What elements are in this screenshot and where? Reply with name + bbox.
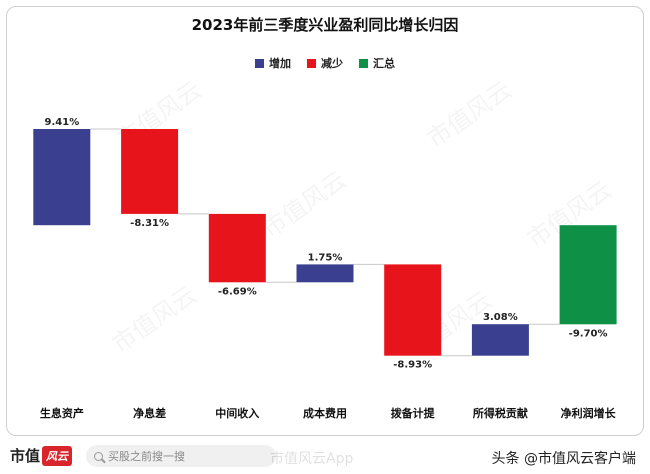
category-tick-label: 净利润增长 xyxy=(561,406,617,420)
search-box[interactable]: 买股之前搜一搜 xyxy=(86,445,276,467)
legend-item-total: 汇总 xyxy=(359,55,395,71)
category-tick-label: 成本费用 xyxy=(303,406,347,420)
search-placeholder: 买股之前搜一搜 xyxy=(108,450,185,463)
waterfall-bar xyxy=(384,264,442,356)
chart-legend: 增加 减少 汇总 xyxy=(0,55,650,71)
category-tick-label: 净息差 xyxy=(133,406,166,420)
waterfall-chart: 9.41%-8.31%-6.69%1.75%-8.93%3.08%-9.70% … xyxy=(33,117,617,420)
category-tick-label: 拨备计提 xyxy=(391,406,436,420)
chart-title: 2023年前三季度兴业盈利同比增长归因 xyxy=(191,16,459,34)
legend-swatch-increase xyxy=(255,58,264,68)
legend-label-total: 汇总 xyxy=(373,57,395,70)
category-tick-label: 生息资产 xyxy=(40,406,84,420)
legend-label-increase: 增加 xyxy=(269,57,291,70)
brand-logo[interactable]: 市值 风云 xyxy=(10,445,73,466)
brand-logo-mark: 风云 xyxy=(42,445,73,466)
category-tick-label: 中间收入 xyxy=(215,406,259,420)
waterfall-bar xyxy=(296,264,354,283)
search-icon xyxy=(94,451,103,461)
category-tick-label: 所得税贡献 xyxy=(473,406,528,420)
bar-value-label: 9.41% xyxy=(45,117,80,128)
waterfall-bar xyxy=(208,213,266,283)
waterfall-bar xyxy=(559,225,617,325)
source-credit: 头条 @市值风云客户端 xyxy=(491,451,636,467)
legend-swatch-total xyxy=(359,58,368,68)
footer-bar: 市值 风云 买股之前搜一搜 市值风云App 头条 @市值风云客户端 xyxy=(0,436,650,474)
chart-card xyxy=(6,6,644,436)
bar-value-label: -8.31% xyxy=(130,218,169,229)
waterfall-bar xyxy=(471,324,529,356)
legend-item-increase: 增加 xyxy=(255,55,291,71)
legend-label-decrease: 减少 xyxy=(321,57,343,70)
legend-swatch-decrease xyxy=(307,58,316,68)
waterfall-bar xyxy=(33,129,91,226)
legend-item-decrease: 减少 xyxy=(307,55,343,71)
bar-value-label: -6.69% xyxy=(218,286,257,297)
bar-value-label: 3.08% xyxy=(483,312,518,323)
bar-value-label: -9.70% xyxy=(569,328,608,339)
brand-logo-text: 市值 xyxy=(10,447,41,465)
waterfall-bar xyxy=(121,129,179,214)
bar-value-label: 1.75% xyxy=(308,252,343,263)
app-watermark: 市值风云App xyxy=(270,451,354,467)
bar-value-label: -8.93% xyxy=(393,360,432,371)
